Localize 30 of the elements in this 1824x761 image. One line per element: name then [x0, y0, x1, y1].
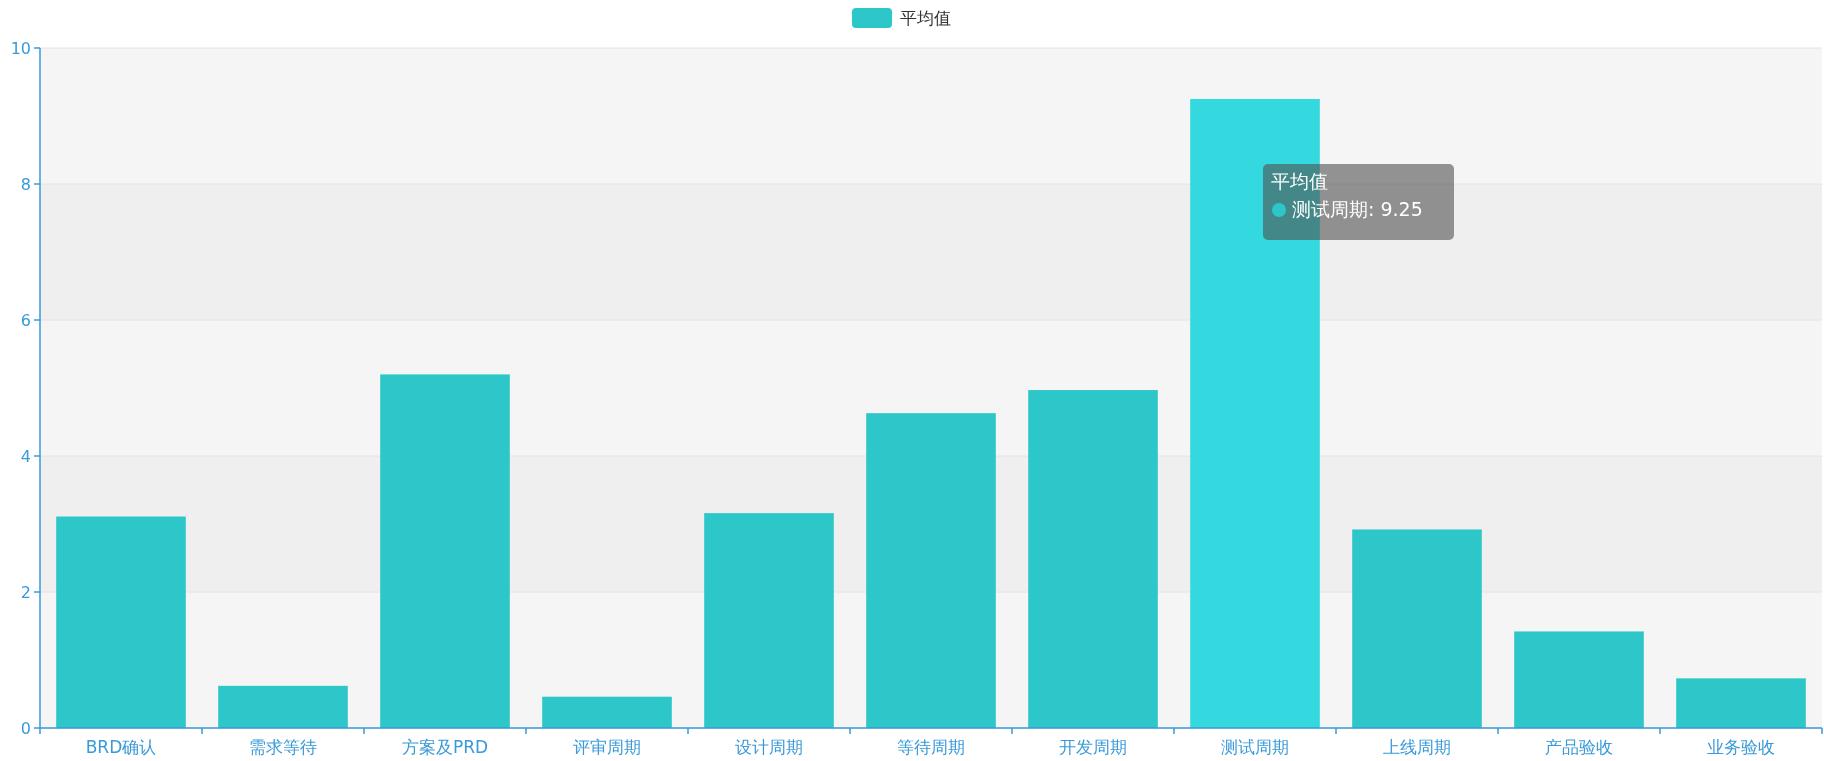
- bar: [218, 685, 348, 728]
- y-tick-label: 6: [20, 311, 31, 330]
- y-tick-label: 2: [20, 583, 31, 602]
- x-tick-label: 产品验收: [1545, 737, 1613, 757]
- x-tick-label: 设计周期: [735, 737, 803, 757]
- x-tick-label: 方案及PRD: [401, 737, 489, 757]
- y-tick-label: 10: [10, 39, 31, 58]
- bar: [1028, 390, 1158, 728]
- x-tick-label: 评审周期: [573, 737, 641, 757]
- bar: [542, 696, 672, 728]
- y-tick-label: 4: [20, 447, 31, 466]
- x-tick-label: 等待周期: [897, 737, 965, 757]
- y-tick-label: 0: [20, 719, 31, 738]
- y-tick-label: 8: [20, 175, 31, 194]
- bar: [56, 516, 186, 728]
- bar: [704, 513, 834, 728]
- bar: [1514, 631, 1644, 728]
- bar: [1352, 529, 1482, 728]
- x-tick-label: 业务验收: [1707, 737, 1775, 757]
- x-tick-label: 开发周期: [1059, 737, 1127, 757]
- annotation: 平均值: [1271, 170, 1328, 192]
- x-tick-label: 需求等待: [249, 737, 317, 757]
- annotation: 测试周期: 9.25: [1292, 198, 1423, 220]
- bar: [1676, 678, 1806, 728]
- x-tick-label: 上线周期: [1383, 737, 1451, 757]
- bar: [380, 374, 510, 728]
- x-tick-label: BRD确认: [85, 737, 157, 757]
- x-tick-label: 测试周期: [1221, 737, 1289, 757]
- bar: [866, 413, 996, 728]
- legend-label: 平均值: [900, 8, 951, 28]
